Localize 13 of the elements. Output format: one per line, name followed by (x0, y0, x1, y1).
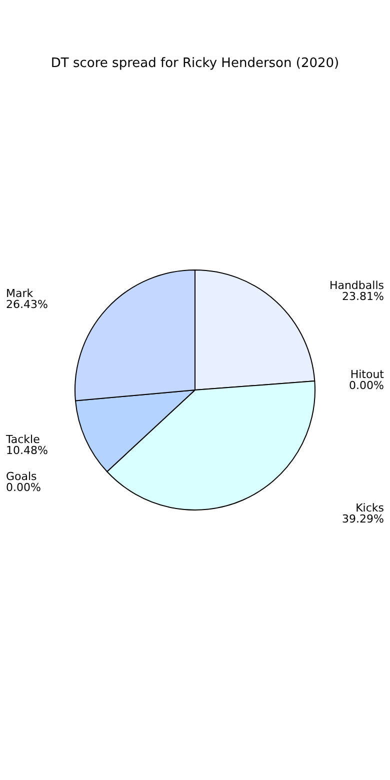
category-label: Hitout (350, 368, 384, 381)
data-label: 23.81% (342, 290, 384, 304)
slice-label: Handballs (329, 279, 384, 292)
chart-title: DT score spread for Ricky Henderson (2020) (50, 56, 340, 71)
data-label: 39.29% (342, 512, 384, 526)
data-label: 26.43% (6, 298, 48, 311)
slice-label: Tackle (5, 432, 40, 446)
slice-label: Mark (6, 286, 34, 300)
slice-label: Kicks (356, 502, 384, 515)
category-label: Goals (6, 470, 37, 483)
text: 0.00% (349, 378, 384, 392)
text: 0.00% (6, 480, 41, 494)
data-label: 10.48% (6, 444, 48, 457)
